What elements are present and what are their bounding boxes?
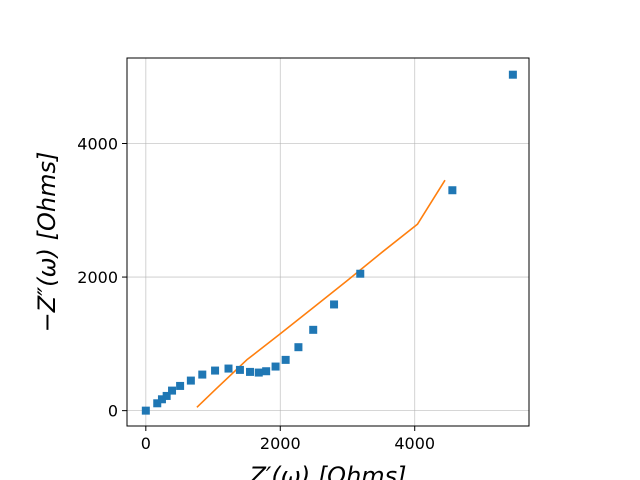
data-point-marker [262, 367, 271, 376]
data-point-marker [254, 368, 263, 377]
y-axis-label: −Z″(ω) [Ohms] [33, 152, 61, 333]
data-point-marker [224, 364, 233, 373]
data-point-marker [309, 325, 318, 334]
data-point-marker [186, 376, 195, 385]
y-tick-label: 4000 [77, 134, 118, 153]
data-point-marker [168, 386, 177, 395]
data-point-marker [153, 399, 162, 408]
x-tick-label: 0 [141, 434, 151, 453]
y-tick-label: 0 [108, 402, 118, 421]
x-tick-label: 4000 [394, 434, 435, 453]
y-tick-label: 2000 [77, 268, 118, 287]
data-point-marker [176, 381, 185, 390]
data-point-marker [246, 367, 255, 376]
data-point-marker [198, 370, 207, 379]
data-point-marker [235, 365, 244, 374]
data-point-marker [281, 355, 290, 364]
data-point-marker [294, 343, 303, 352]
grid [127, 58, 529, 426]
axis-ticks: 0 2000 4000 0 2000 4000 [77, 134, 435, 453]
x-tick-label: 2000 [260, 434, 301, 453]
data-point-marker [356, 269, 365, 278]
fit-line [196, 179, 446, 408]
data-point-marker [211, 366, 220, 375]
data-point-marker [508, 70, 517, 79]
data-point-marker [271, 362, 280, 371]
plot-frame [126, 57, 530, 427]
data-point-marker [157, 395, 166, 404]
x-axis-label: Z′(ω) [Ohms] [248, 462, 406, 480]
data-point-marker [330, 300, 339, 309]
data-point-marker [162, 391, 171, 400]
plot-series [141, 70, 517, 415]
data-point-marker [448, 186, 457, 195]
data-point-marker [141, 406, 150, 415]
